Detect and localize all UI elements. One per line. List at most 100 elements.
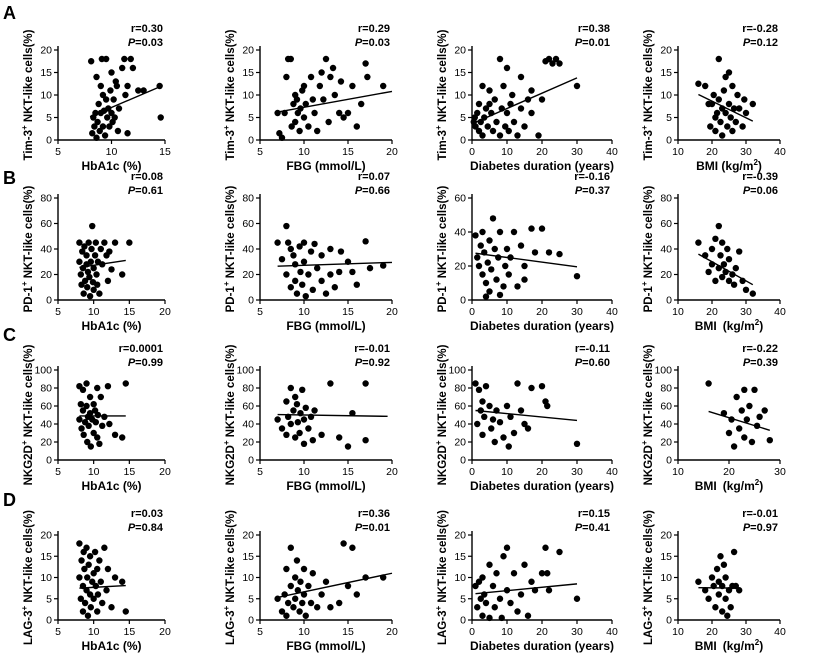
data-point (122, 608, 129, 615)
data-point (92, 419, 100, 426)
data-point (309, 96, 316, 103)
y-tick-label: 0 (46, 295, 52, 307)
data-point (538, 383, 546, 390)
data-point (509, 91, 516, 99)
r-value: r=-0.16 (574, 171, 610, 183)
data-point (496, 132, 504, 139)
data-point (545, 55, 553, 63)
data-point (300, 565, 308, 573)
r-value: r=-0.28 (742, 23, 778, 35)
data-point (336, 268, 343, 276)
x-axis-label: FBG (mmol/L) (286, 319, 365, 333)
data-point (300, 440, 308, 447)
y-tick-label: 5 (460, 112, 466, 124)
r-value: r=-0.11 (575, 343, 610, 355)
data-point (493, 276, 500, 283)
data-point (349, 544, 356, 551)
x-tick-label: 20 (723, 466, 735, 478)
data-point (496, 228, 504, 236)
data-point (283, 565, 290, 573)
x-axis-label: Diabetes duration (years) (470, 319, 614, 333)
data-point (300, 239, 308, 246)
x-tick-label: 10 (501, 146, 513, 158)
data-point (496, 291, 504, 299)
x-tick-label: 5 (55, 146, 61, 158)
data-point (80, 431, 87, 438)
data-point (94, 384, 101, 392)
data-point (91, 123, 98, 130)
data-point (79, 386, 87, 393)
data-point (503, 109, 511, 117)
data-point (722, 109, 729, 117)
data-point (293, 290, 301, 297)
data-point (103, 587, 110, 594)
y-tick-label: 80 (242, 193, 254, 205)
data-point (500, 553, 507, 560)
data-point (556, 250, 563, 258)
regression-line (79, 259, 126, 269)
data-point (510, 228, 518, 236)
x-tick-label: 0 (469, 626, 475, 638)
data-point (713, 109, 721, 117)
data-point (89, 222, 96, 230)
y-axis-label: NKG2D+ NKT-like cells(%) (434, 344, 449, 485)
data-point (294, 587, 302, 594)
data-point (93, 271, 100, 278)
x-tick-label: 10 (298, 306, 310, 318)
p-value: P=0.99 (128, 357, 163, 369)
regression-line (277, 90, 393, 113)
data-point (544, 402, 551, 410)
x-tick-label: 20 (536, 306, 548, 318)
data-point (97, 578, 105, 585)
data-point (309, 286, 316, 293)
y-tick-label: 20 (40, 437, 52, 449)
data-point (748, 438, 756, 446)
x-tick-label: 20 (386, 626, 398, 638)
y-tick-label: 15 (660, 551, 672, 563)
data-point (517, 105, 525, 112)
data-point (124, 130, 131, 137)
y-tick-label: 10 (40, 90, 52, 102)
data-point (287, 55, 294, 63)
x-tick-label: 20 (536, 626, 548, 638)
data-point (108, 69, 115, 76)
data-point (87, 258, 95, 265)
y-tick-label: 60 (660, 401, 672, 413)
data-point (517, 242, 525, 249)
data-point (749, 100, 756, 108)
data-point (336, 109, 343, 117)
data-point (290, 407, 297, 414)
x-tick-label: 20 (536, 466, 548, 478)
data-point (318, 591, 325, 598)
data-point (293, 557, 301, 564)
data-point (712, 277, 719, 285)
data-point (83, 252, 90, 259)
data-point (283, 73, 290, 81)
data-point (90, 286, 97, 293)
r-value: r=-0.01 (742, 508, 778, 520)
data-point (84, 438, 91, 446)
data-point (296, 127, 303, 135)
y-tick-label: 60 (40, 218, 52, 230)
x-tick-label: 30 (571, 306, 583, 318)
data-point (736, 248, 743, 255)
scatter-panel-7: 10 20 30 40 0 20 40 60 80 BMI (kg/m2) PD-1+ NKT-lik… (640, 171, 786, 333)
x-tick-label: 5 (257, 466, 263, 478)
data-point (710, 91, 717, 99)
data-point (322, 290, 330, 297)
data-point (482, 383, 490, 390)
data-point (741, 434, 748, 441)
data-point (91, 252, 99, 259)
data-point (349, 82, 356, 90)
data-point (99, 91, 107, 99)
data-point (720, 561, 728, 568)
data-point (108, 266, 115, 273)
data-point (479, 612, 486, 619)
data-point (93, 73, 100, 81)
data-point (707, 123, 714, 130)
data-point (87, 604, 95, 611)
y-axis-label: NKG2D+ NKT-like cells(%) (222, 344, 237, 485)
x-tick-label: 20 (159, 306, 171, 318)
